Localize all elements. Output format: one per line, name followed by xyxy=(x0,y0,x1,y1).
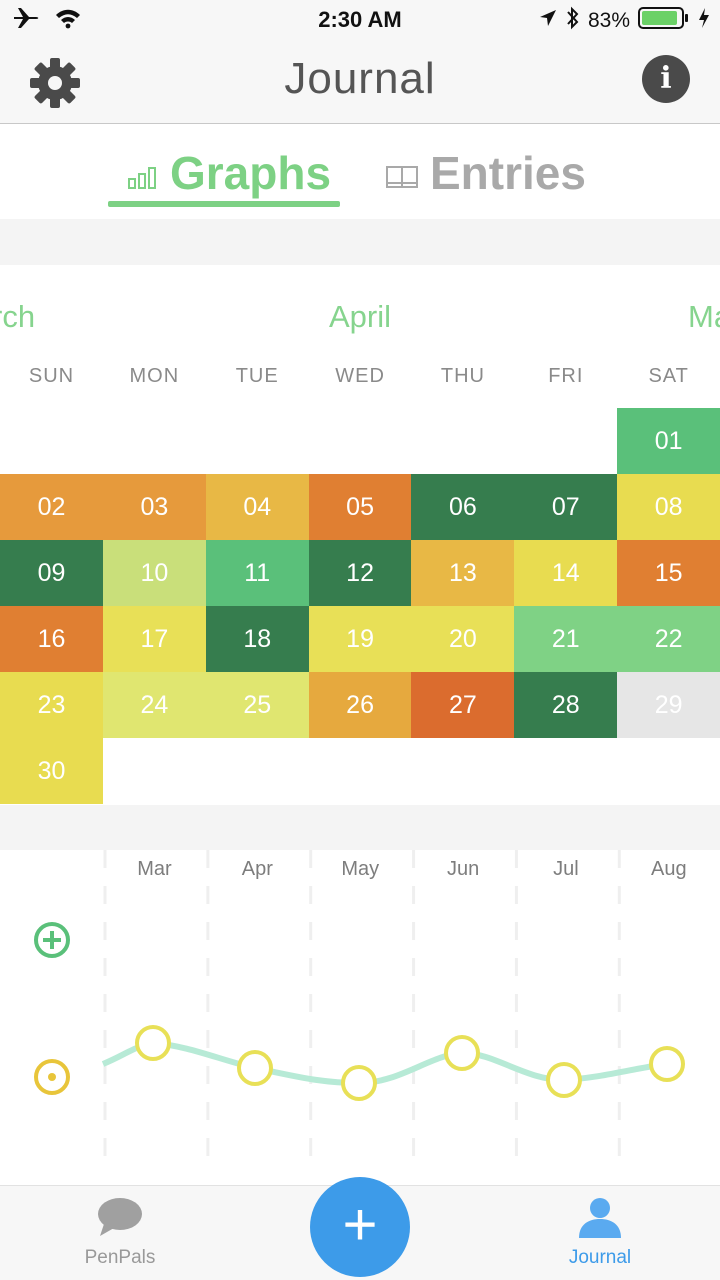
mood-point-mar[interactable] xyxy=(135,1025,171,1061)
tab-penpals-label: PenPals xyxy=(84,1247,156,1268)
weekday-label-fri: FRI xyxy=(548,365,584,387)
month-label-current: April xyxy=(328,299,391,334)
calendar-day-12[interactable]: 12 xyxy=(308,540,412,606)
mood-point-jul[interactable] xyxy=(546,1062,582,1098)
month-axis-label-jun: Jun xyxy=(446,858,480,880)
calendar-day-05[interactable]: 05 xyxy=(308,474,412,540)
dot-circle-icon xyxy=(34,1059,70,1095)
calendar-day-30[interactable]: 30 xyxy=(0,738,103,804)
tab-journal-label: Journal xyxy=(568,1247,632,1268)
calendar-day-03[interactable]: 03 xyxy=(102,474,206,540)
weekday-label-sun: SUN xyxy=(28,365,75,387)
battery-icon xyxy=(638,6,690,35)
weekday-label-mon: MON xyxy=(129,365,180,387)
weekday-label-thu: THU xyxy=(440,365,485,387)
tab-entries[interactable]: Entries xyxy=(386,141,586,205)
charging-icon xyxy=(698,7,710,34)
calendar-day-10[interactable]: 10 xyxy=(102,540,206,606)
tab-penpals[interactable]: PenPals xyxy=(50,1196,190,1269)
month-axis-label-mar: Mar xyxy=(137,858,172,880)
wifi-icon xyxy=(54,7,82,34)
calendar-day-21[interactable]: 21 xyxy=(514,606,618,672)
graph-entries-tabs: Graphs Entries xyxy=(0,125,720,219)
calendar-day-07[interactable]: 07 xyxy=(514,474,618,540)
section-divider xyxy=(0,805,720,850)
calendar-day-01[interactable]: 01 xyxy=(617,408,720,474)
calendar-day-27[interactable]: 27 xyxy=(411,672,515,738)
calendar-day-08[interactable]: 08 xyxy=(617,474,720,540)
status-time: 2:30 AM xyxy=(318,7,402,32)
weekday-label-tue: TUE xyxy=(235,365,279,387)
month-label-next[interactable]: Ma xyxy=(688,299,720,334)
person-icon xyxy=(577,1198,623,1242)
month-axis-label-jul: Jul xyxy=(553,858,579,880)
calendar-day-09[interactable]: 09 xyxy=(0,540,103,606)
calendar-day-13[interactable]: 13 xyxy=(411,540,515,606)
info-icon[interactable]: i xyxy=(642,55,690,103)
calendar-day-15[interactable]: 15 xyxy=(617,540,720,606)
book-icon xyxy=(386,146,418,200)
bar-chart-icon xyxy=(128,146,158,200)
calendar-day-26[interactable]: 26 xyxy=(308,672,412,738)
add-entry-button[interactable]: + xyxy=(310,1177,410,1277)
nav-bar: Journal i xyxy=(0,40,720,124)
calendar-day-04[interactable]: 04 xyxy=(205,474,309,540)
month-axis-label-apr: Apr xyxy=(241,858,273,880)
mood-point-jun[interactable] xyxy=(444,1035,480,1071)
calendar-day-06[interactable]: 06 xyxy=(411,474,515,540)
calendar-day-22[interactable]: 22 xyxy=(617,606,720,672)
section-divider xyxy=(0,219,720,265)
mood-point-may[interactable] xyxy=(341,1065,377,1101)
info-glyph: i xyxy=(660,61,672,96)
status-bar: 2:30 AM 83% xyxy=(0,0,720,40)
calendar-day-20[interactable]: 20 xyxy=(411,606,515,672)
calendar-day-14[interactable]: 14 xyxy=(514,540,618,606)
status-right: 83% xyxy=(538,6,710,35)
mood-point-apr[interactable] xyxy=(237,1050,273,1086)
weekday-label-wed: WED xyxy=(335,365,385,387)
calendar-day-19[interactable]: 19 xyxy=(308,606,412,672)
weekday-label-sat: SAT xyxy=(648,365,689,387)
plus-circle-icon xyxy=(34,922,70,958)
page-title: Journal xyxy=(284,54,436,103)
airplane-icon xyxy=(12,6,40,35)
calendar-day-23[interactable]: 23 xyxy=(0,672,103,738)
calendar-day-16[interactable]: 16 xyxy=(0,606,103,672)
selected-tab-indicator xyxy=(108,201,340,207)
mood-line-graph: Mar Apr May Jun Jul Aug xyxy=(0,850,720,1185)
battery-percentage: 83% xyxy=(587,8,630,32)
line-graph-canvas xyxy=(34,850,685,1165)
mood-trend-line xyxy=(101,1039,668,1087)
mood-point-aug[interactable] xyxy=(649,1046,685,1082)
calendar-day-28[interactable]: 28 xyxy=(514,672,618,738)
location-arrow-icon xyxy=(538,8,558,33)
calendar-day-11[interactable]: 11 xyxy=(205,540,309,606)
calendar-day-25[interactable]: 25 xyxy=(205,672,309,738)
calendar-day-17[interactable]: 17 xyxy=(102,606,206,672)
speech-bubble-icon xyxy=(96,1198,144,1242)
tab-journal[interactable]: Journal xyxy=(530,1196,670,1269)
calendar-day-18[interactable]: 18 xyxy=(205,606,309,672)
calendar-day-02[interactable]: 02 xyxy=(0,474,103,540)
gear-icon[interactable] xyxy=(28,56,82,110)
month-label-previous[interactable]: rch xyxy=(0,299,36,334)
calendar-day-29[interactable]: 29 xyxy=(617,672,720,738)
status-left xyxy=(12,6,82,35)
tab-graphs-label: Graphs xyxy=(170,147,332,199)
tab-entries-label: Entries xyxy=(430,147,586,199)
month-axis-label-may: May xyxy=(341,858,380,880)
month-axis-label-aug: Aug xyxy=(651,858,687,880)
calendar-day-24[interactable]: 24 xyxy=(102,672,206,738)
bluetooth-icon xyxy=(566,6,580,35)
tab-graphs[interactable]: Graphs xyxy=(128,141,331,205)
